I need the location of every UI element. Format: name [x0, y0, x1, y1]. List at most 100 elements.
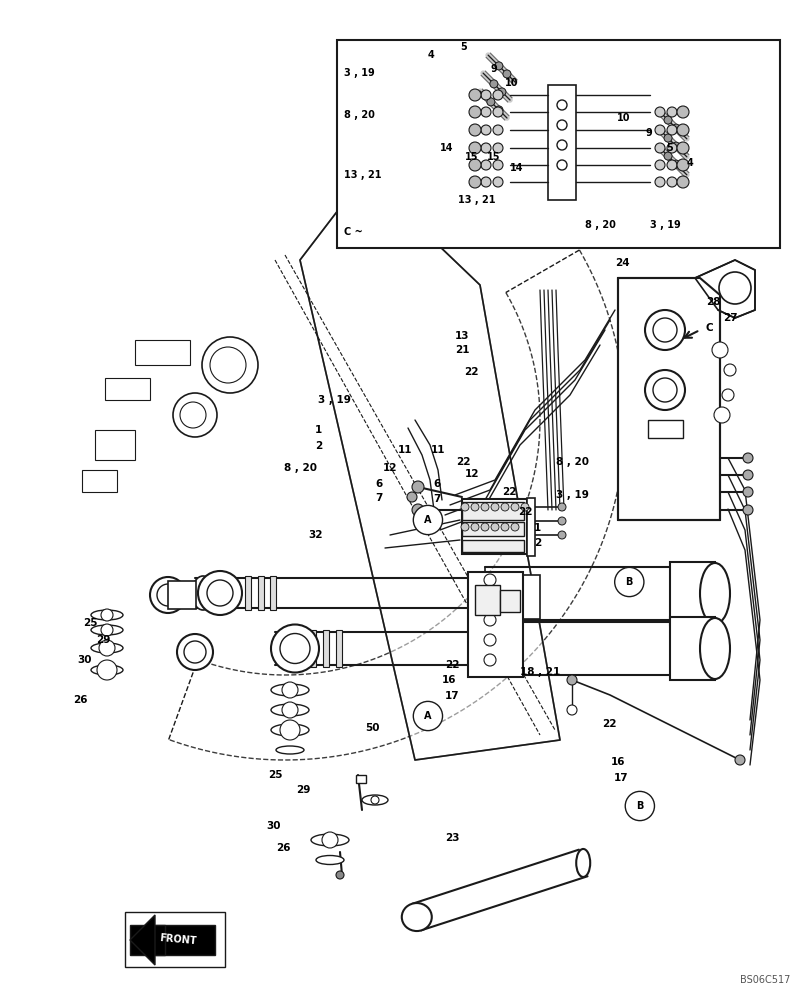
Circle shape — [676, 142, 689, 154]
Bar — [82, 470, 117, 492]
Bar — [467, 572, 522, 677]
Bar — [245, 576, 251, 610]
Text: 18 , 21: 18 , 21 — [519, 667, 560, 677]
Polygon shape — [617, 278, 719, 520]
Bar — [500, 590, 519, 612]
Text: 3 , 19: 3 , 19 — [556, 490, 588, 500]
Text: 23: 23 — [444, 833, 459, 843]
Text: C: C — [705, 323, 713, 333]
Circle shape — [202, 337, 258, 393]
Polygon shape — [694, 260, 754, 318]
Circle shape — [469, 176, 480, 188]
Ellipse shape — [699, 618, 729, 679]
Circle shape — [177, 634, 212, 670]
Circle shape — [483, 634, 496, 646]
Circle shape — [491, 503, 499, 511]
Circle shape — [742, 470, 752, 480]
Text: 14: 14 — [509, 163, 523, 173]
Circle shape — [652, 318, 676, 342]
Text: 13: 13 — [454, 331, 469, 341]
Bar — [461, 540, 523, 552]
Bar — [337, 40, 779, 248]
Circle shape — [521, 503, 528, 511]
Text: 25: 25 — [268, 770, 282, 780]
Circle shape — [666, 143, 676, 153]
Ellipse shape — [401, 903, 431, 931]
Text: 2: 2 — [534, 538, 541, 548]
Text: 13 , 21: 13 , 21 — [457, 195, 495, 205]
Text: 5: 5 — [665, 143, 672, 153]
Text: 27: 27 — [722, 313, 736, 323]
Circle shape — [663, 152, 672, 160]
Text: 7: 7 — [375, 493, 382, 503]
Text: B: B — [635, 801, 643, 811]
Text: 30: 30 — [266, 821, 281, 831]
Text: 8 , 20: 8 , 20 — [284, 463, 317, 473]
Text: 2: 2 — [315, 441, 322, 451]
Circle shape — [672, 124, 680, 132]
Text: 14: 14 — [440, 143, 453, 153]
Circle shape — [492, 177, 502, 187]
Circle shape — [557, 503, 565, 511]
Bar — [514, 575, 539, 619]
Circle shape — [480, 107, 491, 117]
Circle shape — [676, 106, 689, 118]
Circle shape — [742, 487, 752, 497]
Text: 22: 22 — [517, 507, 532, 517]
Circle shape — [469, 142, 480, 154]
Circle shape — [666, 177, 676, 187]
Text: 10: 10 — [504, 78, 518, 88]
Circle shape — [663, 116, 672, 124]
Text: FRONT: FRONT — [159, 933, 197, 947]
Circle shape — [480, 177, 491, 187]
Text: 4: 4 — [685, 158, 692, 168]
Circle shape — [480, 160, 491, 170]
Circle shape — [676, 124, 689, 136]
Text: 26: 26 — [276, 843, 290, 853]
Circle shape — [666, 125, 676, 135]
Ellipse shape — [576, 849, 590, 877]
Text: 28: 28 — [706, 297, 720, 307]
Circle shape — [500, 523, 508, 531]
Text: 9: 9 — [645, 128, 651, 138]
Circle shape — [654, 143, 664, 153]
Bar — [484, 572, 514, 622]
Circle shape — [281, 702, 298, 718]
Bar — [95, 430, 135, 460]
Bar — [323, 630, 328, 667]
Circle shape — [483, 654, 496, 666]
Bar — [168, 581, 195, 609]
Text: 15: 15 — [487, 152, 500, 162]
Bar — [647, 420, 682, 438]
Circle shape — [721, 389, 733, 401]
Circle shape — [556, 120, 566, 130]
Bar — [310, 630, 315, 667]
Circle shape — [483, 594, 496, 606]
Circle shape — [654, 160, 664, 170]
Ellipse shape — [191, 576, 214, 610]
Text: 5: 5 — [460, 42, 466, 52]
Text: 16: 16 — [441, 675, 456, 685]
Circle shape — [184, 641, 206, 663]
Circle shape — [713, 407, 729, 423]
Circle shape — [210, 347, 246, 383]
Text: 3 , 19: 3 , 19 — [649, 220, 680, 230]
Polygon shape — [130, 925, 165, 955]
Circle shape — [556, 100, 566, 110]
Bar — [669, 562, 714, 625]
Circle shape — [489, 80, 497, 88]
Circle shape — [97, 660, 117, 680]
Circle shape — [480, 90, 491, 100]
Circle shape — [180, 402, 206, 428]
Ellipse shape — [91, 625, 122, 635]
Text: 10: 10 — [616, 113, 630, 123]
Circle shape — [510, 523, 518, 531]
Circle shape — [487, 98, 494, 106]
Ellipse shape — [271, 704, 309, 716]
Bar — [669, 617, 714, 680]
Circle shape — [411, 481, 423, 493]
Circle shape — [500, 503, 508, 511]
Circle shape — [510, 503, 518, 511]
Bar — [336, 630, 341, 667]
Circle shape — [480, 503, 488, 511]
